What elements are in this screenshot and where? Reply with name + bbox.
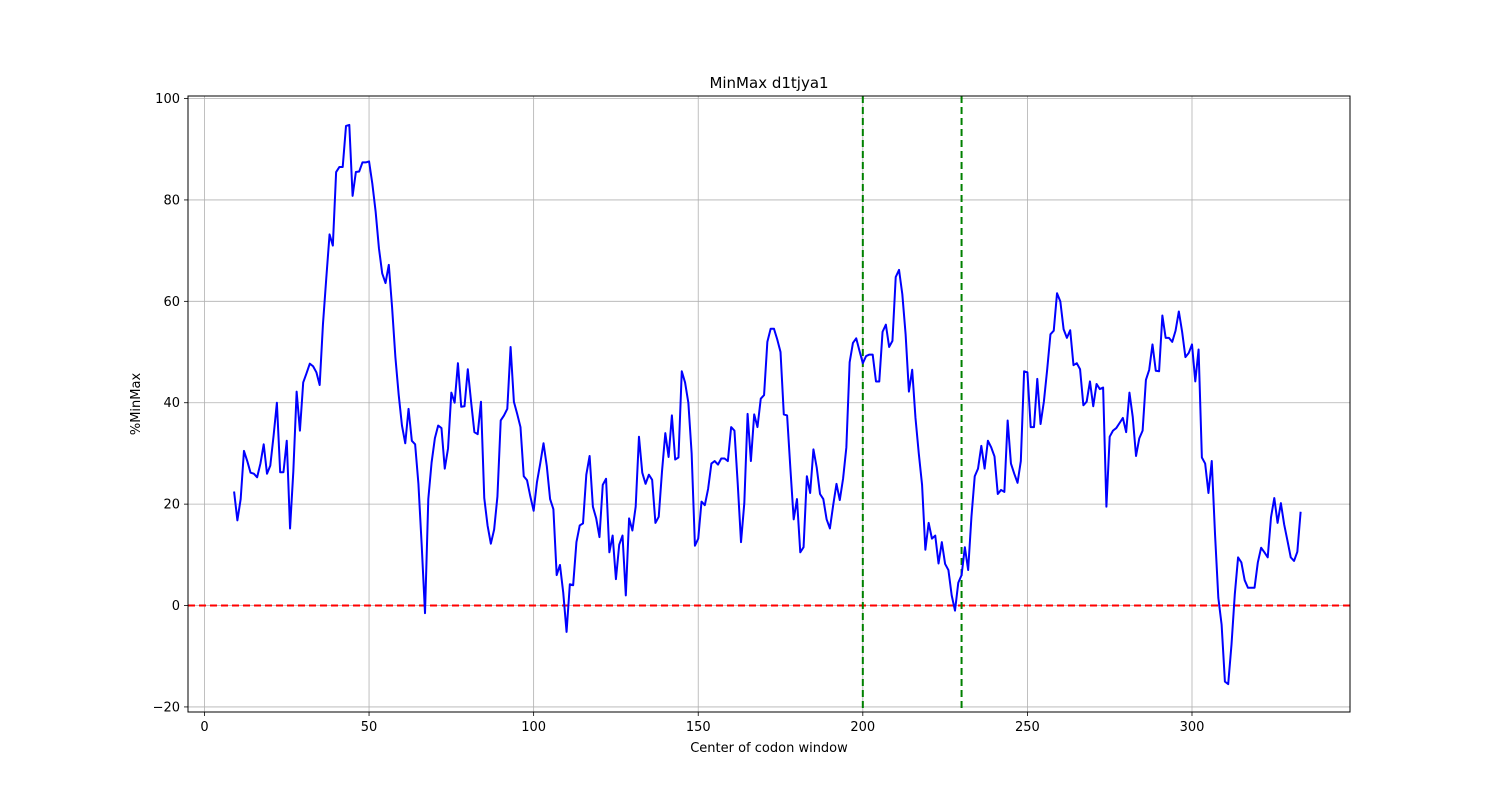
x-axis-label: Center of codon window [690,741,848,756]
chart-title: MinMax d1tjya1 [709,74,828,92]
y-tick-label: 20 [163,498,180,513]
minmax-series-line [233,123,1302,686]
y-tick-label: 0 [172,599,180,614]
x-axis-ticks: 0 50 100 150 200 250 300 [200,712,1204,735]
x-tick-label: 300 [1180,720,1205,735]
x-tick-label: 250 [1015,720,1040,735]
grid-layer [188,96,1350,712]
y-tick-label: 40 [163,396,180,411]
x-tick-label: 200 [850,720,875,735]
y-tick-label: 80 [163,193,180,208]
x-tick-label: 100 [521,720,546,735]
y-tick-label: 100 [155,92,180,107]
x-tick-label: 150 [686,720,711,735]
y-axis-label: %MinMax [129,373,144,436]
y-tick-label: −20 [153,700,180,715]
y-tick-label: 60 [163,295,180,310]
y-axis-ticks: −20 0 20 40 60 80 100 [153,92,188,715]
x-tick-label: 50 [361,720,378,735]
plot-frame [187,95,1351,713]
reference-lines [188,96,1350,712]
x-tick-label: 0 [200,720,208,735]
series-layer [233,123,1302,686]
